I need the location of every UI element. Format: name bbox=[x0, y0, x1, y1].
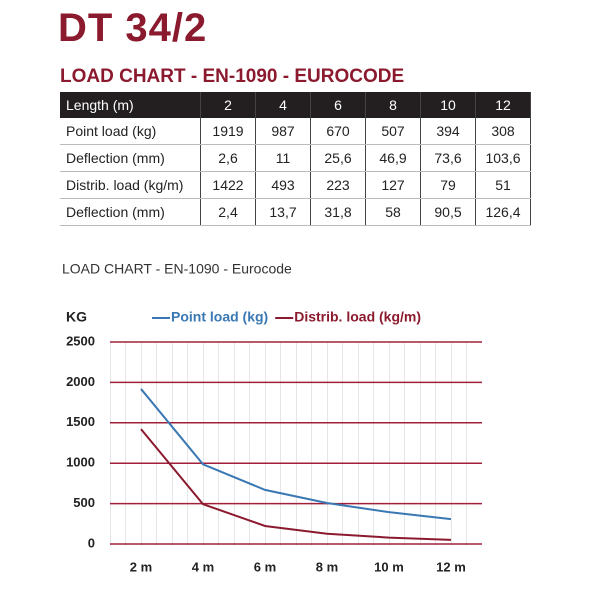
series-line bbox=[140, 428, 452, 541]
y-tick-label: 1500 bbox=[66, 414, 95, 429]
chart: LOAD CHART - EN-1090 - Eurocode KG 0 500 1… bbox=[62, 261, 482, 574]
table-cell: 2,6 bbox=[200, 144, 256, 172]
legend-label: Distrib. load (kg/m) bbox=[294, 309, 421, 325]
table-cell: Deflection (mm) bbox=[60, 198, 201, 226]
header-cell: 6 bbox=[310, 92, 366, 118]
legend-label: Point load (kg) bbox=[171, 309, 268, 325]
x-tick-label: 2 m bbox=[130, 559, 152, 574]
table-body: Point load (kg) 1919 987 670 507 394 308 Deflec… bbox=[60, 118, 531, 226]
minor-grid bbox=[110, 342, 482, 546]
table-cell: Deflection (mm) bbox=[60, 144, 201, 172]
product-title: DT 34/2 bbox=[58, 6, 208, 50]
table-row: Point load (kg) 1919 987 670 507 394 308 bbox=[60, 118, 531, 145]
x-tick-label: 8 m bbox=[316, 559, 338, 574]
header-cell: Length (m) bbox=[60, 92, 201, 118]
y-tick-label: 0 bbox=[88, 535, 95, 550]
subtitle: LOAD CHART - EN-1090 - EUROCODE bbox=[60, 66, 405, 87]
x-tick-label: 12 m bbox=[436, 559, 466, 574]
x-tick-label: 4 m bbox=[192, 559, 214, 574]
y-axis-label: KG bbox=[66, 309, 87, 325]
table-cell: 126,4 bbox=[475, 198, 531, 226]
table-cell: 25,6 bbox=[310, 144, 366, 172]
table-cell: 103,6 bbox=[475, 144, 531, 172]
header-cell: 4 bbox=[255, 92, 311, 118]
x-tick-label: 6 m bbox=[254, 559, 276, 574]
y-tick-label: 2500 bbox=[66, 333, 95, 348]
table-cell: Point load (kg) bbox=[60, 118, 201, 145]
table-cell: 394 bbox=[420, 118, 476, 145]
table-cell: 223 bbox=[310, 171, 366, 199]
table-cell: 58 bbox=[365, 198, 421, 226]
table-cell: 987 bbox=[255, 118, 311, 145]
header-cell: 12 bbox=[475, 92, 531, 118]
table-cell: 73,6 bbox=[420, 144, 476, 172]
chart-title: LOAD CHART - EN-1090 - Eurocode bbox=[62, 261, 292, 277]
header-row: Length (m) 2 4 6 8 10 12 bbox=[60, 92, 531, 118]
x-tick-label: 10 m bbox=[374, 559, 404, 574]
table-cell: 11 bbox=[255, 144, 311, 172]
table-cell: 670 bbox=[310, 118, 366, 145]
table-cell: Distrib. load (kg/m) bbox=[60, 171, 201, 199]
load-table: Length (m) 2 4 6 8 10 12 Point load (kg) 1919 98… bbox=[60, 92, 531, 226]
table-cell: 13,7 bbox=[255, 198, 311, 226]
table-cell: 127 bbox=[365, 171, 421, 199]
header-cell: 2 bbox=[200, 92, 256, 118]
header-cell: 10 bbox=[420, 92, 476, 118]
y-tick-label: 2000 bbox=[66, 374, 95, 389]
table-row: Deflection (mm) 2,4 13,7 31,8 58 90,5 126,4 bbox=[60, 198, 531, 226]
table-cell: 90,5 bbox=[420, 198, 476, 226]
table-row: Deflection (mm) 2,6 11 25,6 46,9 73,6 103,6 bbox=[60, 144, 531, 172]
table-cell: 308 bbox=[475, 118, 531, 145]
table-cell: 46,9 bbox=[365, 144, 421, 172]
table-cell: 507 bbox=[365, 118, 421, 145]
table-cell: 31,8 bbox=[310, 198, 366, 226]
y-tick-label: 1000 bbox=[66, 455, 95, 470]
series-line bbox=[140, 388, 452, 521]
table-cell: 51 bbox=[475, 171, 531, 199]
table-cell: 493 bbox=[255, 171, 311, 199]
table-cell: 2,4 bbox=[200, 198, 256, 226]
table-cell: 1422 bbox=[200, 171, 256, 199]
table-cell: 79 bbox=[420, 171, 476, 199]
table-cell: 1919 bbox=[200, 118, 256, 145]
y-tick-label: 500 bbox=[73, 495, 95, 510]
header-cell: 8 bbox=[365, 92, 421, 118]
table-row: Distrib. load (kg/m) 1422 493 223 127 79 51 bbox=[60, 171, 531, 199]
